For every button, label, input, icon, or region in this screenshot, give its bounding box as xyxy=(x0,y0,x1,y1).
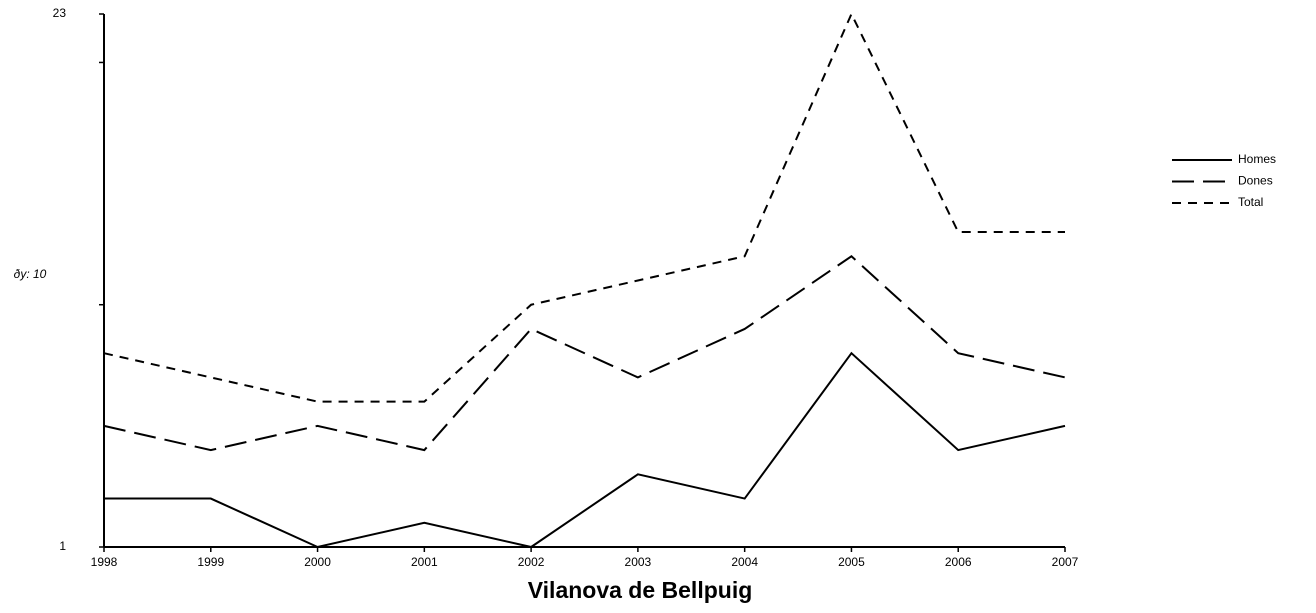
x-tick-label: 2004 xyxy=(731,555,758,569)
legend-label: Dones xyxy=(1238,174,1273,188)
x-tick-label: 2005 xyxy=(838,555,865,569)
x-tick-label: 2003 xyxy=(625,555,652,569)
x-tick-label: 2000 xyxy=(304,555,331,569)
x-tick-label: 2001 xyxy=(411,555,438,569)
line-series xyxy=(103,255,1066,452)
x-tick-label: 2006 xyxy=(945,555,972,569)
legend-label: Total xyxy=(1238,195,1263,209)
x-tick-label: 2002 xyxy=(518,555,545,569)
y-tick-label: 1 xyxy=(59,539,66,553)
line-series xyxy=(103,11,1065,403)
x-tick-label: 2007 xyxy=(1052,555,1079,569)
chart-title: Vilanova de Bellpuig xyxy=(528,577,753,603)
y-axis-label: ðy: 10 xyxy=(14,267,47,281)
legend-label: Homes xyxy=(1238,152,1276,166)
line-series xyxy=(104,351,1066,549)
x-tick-label: 1999 xyxy=(197,555,224,569)
x-tick-label: 1998 xyxy=(91,555,118,569)
y-tick-label: 23 xyxy=(53,6,67,20)
